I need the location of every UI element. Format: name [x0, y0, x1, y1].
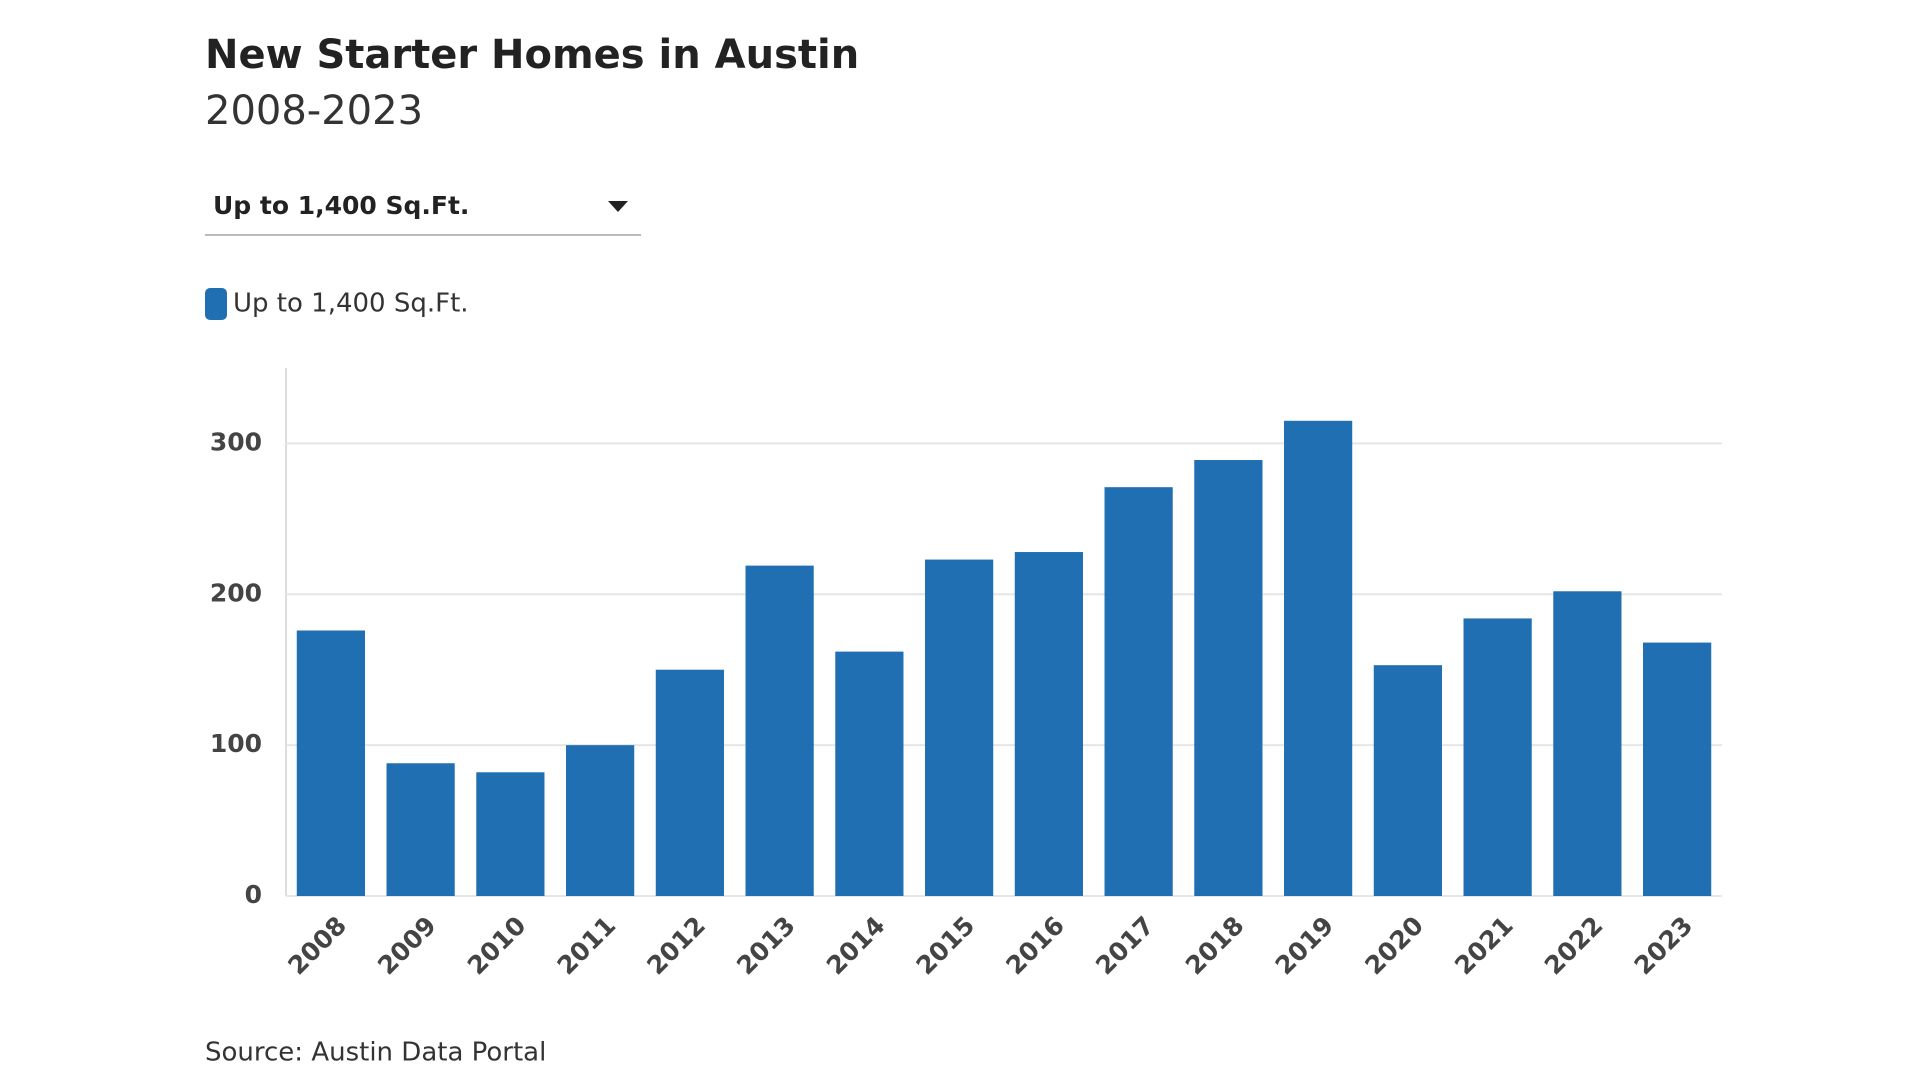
x-tick-label: 2012 [641, 911, 711, 981]
y-tick-label: 300 [210, 427, 262, 456]
bar [566, 745, 635, 896]
bar [1643, 642, 1712, 896]
x-tick-label: 2023 [1629, 911, 1699, 981]
bar [925, 559, 994, 896]
x-tick-label: 2015 [911, 911, 981, 981]
x-tick-label: 2020 [1359, 911, 1429, 981]
x-tick-label: 2011 [552, 911, 622, 981]
bar [835, 651, 904, 896]
legend: Up to 1,400 Sq.Ft. [205, 288, 469, 320]
bar [386, 763, 455, 896]
bar [655, 669, 724, 896]
legend-swatch [205, 288, 227, 320]
x-tick-label: 2009 [372, 911, 442, 981]
bar [1553, 591, 1622, 896]
bar [745, 565, 814, 896]
dropdown-label[interactable]: Up to 1,400 Sq.Ft. [213, 191, 469, 220]
x-tick-label: 2013 [731, 911, 801, 981]
x-tick-label: 2021 [1449, 911, 1519, 981]
x-tick-label: 2022 [1539, 911, 1609, 981]
x-tick-label: 2017 [1090, 911, 1160, 981]
bar [476, 772, 545, 896]
x-tick-label: 2014 [821, 911, 891, 981]
source-note: Source: Austin Data Portal [205, 1038, 546, 1068]
y-tick-label: 100 [210, 729, 262, 758]
dropdown-arrow[interactable] [608, 201, 628, 212]
x-tick-label: 2010 [462, 911, 532, 981]
bar [1194, 460, 1263, 896]
chart-title: New Starter Homes in Austin [205, 32, 859, 78]
x-tick-label: 2019 [1270, 911, 1340, 981]
bar [1373, 665, 1442, 896]
bar [1463, 618, 1532, 896]
bar [1284, 420, 1353, 896]
dropdown[interactable]: Up to 1,400 Sq.Ft. [205, 191, 641, 236]
x-tick-label: 2018 [1180, 911, 1250, 981]
bar [1014, 552, 1083, 896]
y-tick-label: 200 [210, 578, 262, 607]
legend-label: Up to 1,400 Sq.Ft. [233, 289, 469, 319]
chart-subtitle: 2008-2023 [205, 88, 423, 134]
bar [1104, 487, 1173, 896]
y-tick-label: 0 [245, 880, 262, 909]
bar [296, 630, 365, 896]
x-tick-label: 2016 [1000, 911, 1070, 981]
x-tick-label: 2008 [282, 911, 352, 981]
